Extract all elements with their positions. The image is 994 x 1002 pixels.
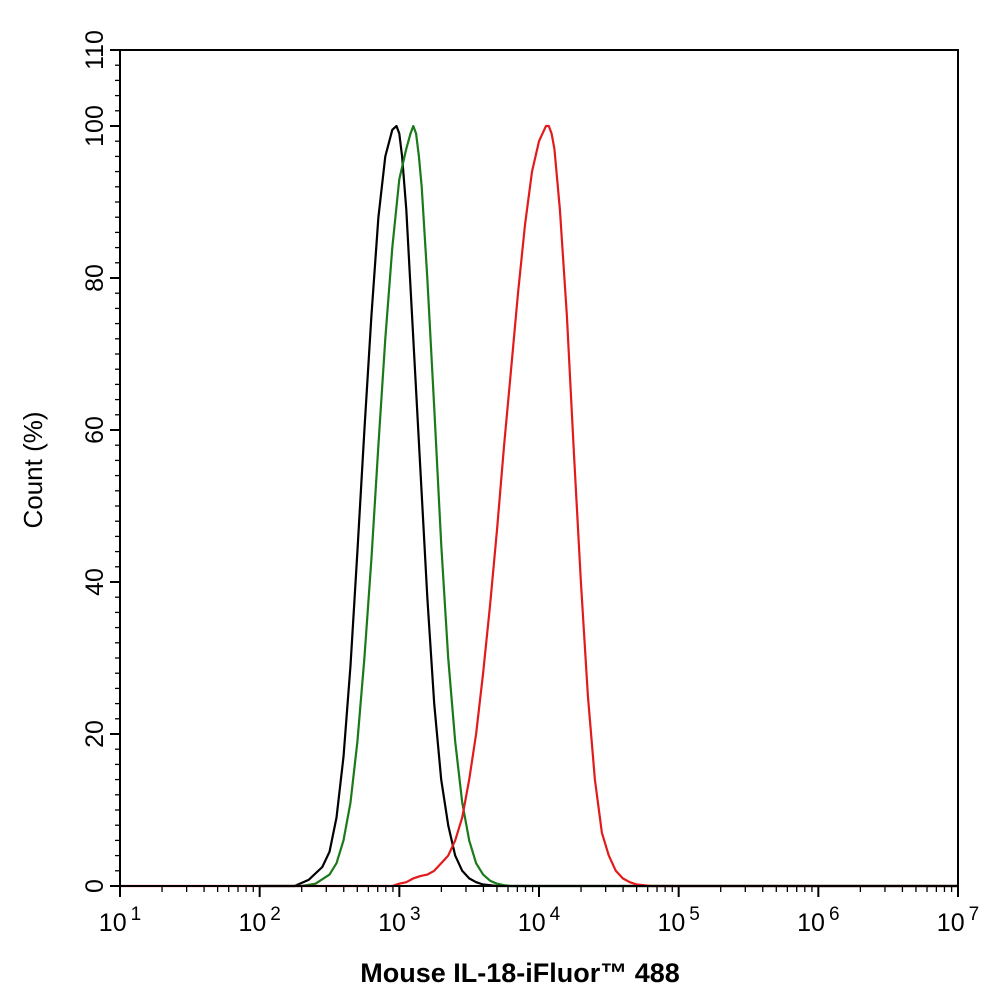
series-line-3 [120,124,958,888]
y-tick-label: 20 [81,720,109,748]
series-line-1 [259,124,958,888]
x-axis-ticks [119,886,959,897]
x-tick-label: 10 2 [238,904,280,937]
x-tick-label: 10 4 [518,904,561,937]
x-tick-label: 10 5 [657,904,699,937]
plot-curves [120,124,958,888]
y-axis-ticks [110,49,120,887]
y-tick-label: 100 [81,105,109,147]
y-tick-label: 80 [81,264,109,292]
x-tick-label: 10 3 [378,904,420,937]
y-tick-label: 0 [81,879,109,893]
y-tick-label: 40 [81,568,109,596]
series-line-2 [259,124,958,888]
x-axis-title: Mouse IL-18-iFluor™ 488 [360,958,680,988]
y-axis-title: Count (%) [18,411,48,528]
y-axis-tick-labels: 0 20 40 60 80 100 110 [81,30,109,893]
plot-frame [119,49,959,887]
y-tick-label: 110 [81,30,109,70]
y-tick-label: 60 [81,416,109,444]
x-tick-label: 10 1 [99,904,141,937]
x-tick-label: 10 7 [937,904,979,937]
x-tick-label: 10 6 [797,904,839,937]
x-axis-tick-labels: 10 1 10 2 10 3 10 4 10 5 10 6 10 7 [99,904,979,937]
